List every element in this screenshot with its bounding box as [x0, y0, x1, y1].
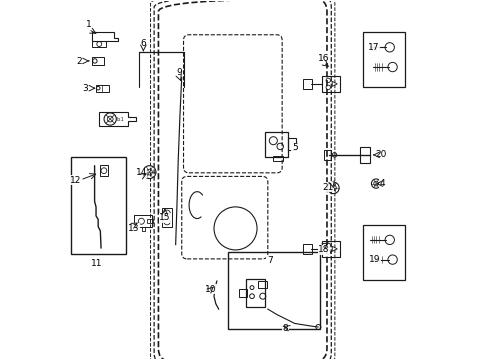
Text: 9: 9 [176, 68, 182, 77]
Bar [362, 225, 405, 280]
Bar [359, 147, 369, 163]
Bar [265, 131, 287, 157]
Text: 17: 17 [367, 43, 379, 52]
Text: 13: 13 [128, 224, 140, 233]
Bar [245, 279, 264, 307]
Bar [324, 150, 331, 160]
Text: 15: 15 [159, 213, 170, 222]
Bar [303, 79, 311, 89]
Text: 21: 21 [322, 183, 333, 192]
Bar [228, 252, 319, 329]
Text: 8: 8 [282, 324, 288, 333]
Text: 12: 12 [69, 176, 81, 185]
Bar [273, 156, 282, 161]
Text: 19: 19 [368, 255, 380, 264]
Bar [287, 138, 296, 150]
Text: 3: 3 [82, 84, 88, 93]
Text: 11: 11 [91, 259, 102, 268]
Bar [303, 244, 311, 254]
Text: 7: 7 [266, 256, 272, 265]
Bar [322, 241, 340, 257]
Text: 14: 14 [135, 168, 146, 177]
Bar [96, 85, 108, 92]
Text: 18: 18 [318, 246, 329, 255]
Bar [322, 76, 340, 92]
Bar [239, 289, 246, 297]
Text: 2: 2 [77, 57, 82, 66]
Text: b.1: b.1 [116, 117, 123, 122]
Bar [134, 215, 152, 227]
Bar [100, 165, 108, 176]
Text: 20: 20 [375, 150, 386, 159]
Bar [147, 219, 153, 223]
Text: 1: 1 [85, 19, 91, 28]
Text: 10: 10 [204, 285, 216, 294]
Text: 16: 16 [317, 54, 328, 63]
Bar [362, 32, 405, 87]
Bar [162, 208, 172, 227]
Bar [258, 281, 266, 288]
Text: 5: 5 [291, 143, 297, 152]
Bar [92, 57, 104, 65]
Text: 6: 6 [140, 39, 146, 48]
Text: 4: 4 [379, 179, 385, 188]
Bar [70, 157, 126, 253]
